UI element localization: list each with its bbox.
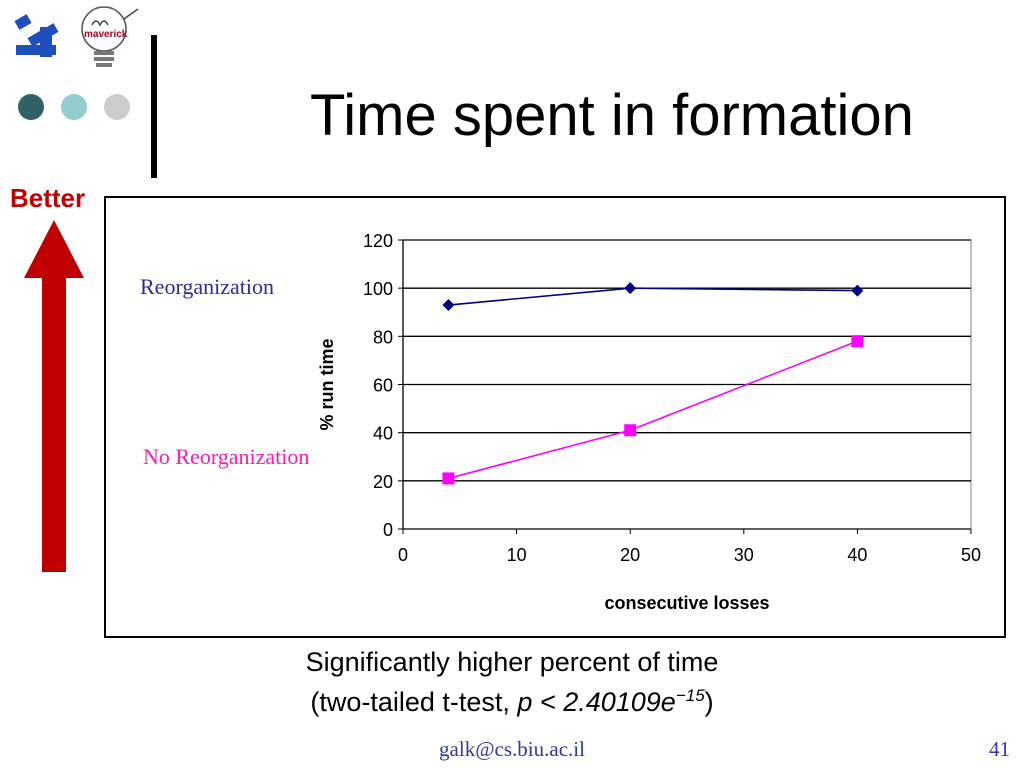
x-axis-title: consecutive losses (604, 593, 769, 613)
better-arrow-icon (24, 220, 84, 572)
line-chart: 0 20 40 60 80 100 120 0 10 20 30 40 50 consecutive lo… (317, 231, 981, 613)
series-label-reorganization: Reorganization (140, 274, 274, 299)
y-tick-label: 20 (373, 472, 393, 492)
caption-line-1: Significantly higher percent of time (305, 647, 719, 677)
x-tick-label: 30 (734, 545, 754, 565)
caption-formula: p < 2.40109e (517, 687, 676, 717)
decor-dot-dark (18, 94, 44, 120)
caption-exponent: −15 (675, 686, 705, 705)
x-tick-label: 0 (398, 545, 408, 565)
data-point-square (851, 335, 864, 348)
y-axis-title: % run time (317, 338, 337, 430)
logos: maverick (10, 5, 150, 80)
y-tick-label: 120 (363, 231, 393, 251)
caption-suffix: ) (704, 687, 714, 717)
y-tick-label: 80 (373, 327, 393, 347)
slide-title: Time spent in formation (310, 83, 914, 148)
data-point-square (624, 424, 637, 437)
caption-prefix: (two-tailed t-test, (310, 687, 518, 717)
title-divider (151, 35, 157, 178)
maverick-logo-icon (81, 6, 139, 67)
footer-email: galk@cs.biu.ac.il (439, 737, 585, 761)
x-tick-label: 40 (847, 545, 867, 565)
x-tick-label: 20 (620, 545, 640, 565)
caption-line-2: (two-tailed t-test, p < 2.40109e−15) (0, 686, 1024, 718)
data-point-diamond (851, 284, 864, 297)
decor-dot-light (61, 94, 87, 120)
university-logo-icon (14, 14, 59, 57)
data-point-diamond (442, 299, 455, 312)
better-label: Better (10, 183, 86, 213)
x-tick-label: 50 (961, 545, 981, 565)
data-point-diamond (624, 282, 637, 295)
chart-frame: 0 20 40 60 80 100 120 0 10 20 30 40 50 consecutive lo… (104, 196, 1006, 638)
y-tick-label: 60 (373, 376, 393, 396)
data-point-square (442, 472, 455, 485)
series-label-no-reorganization: No Reorganization (143, 444, 310, 469)
y-tick-label: 100 (363, 279, 393, 299)
y-tick-label: 40 (373, 424, 393, 444)
y-tick-label: 0 (383, 520, 393, 540)
slide-number: 41 (989, 737, 1010, 761)
decor-dot-gray (104, 94, 130, 120)
x-tick-label: 10 (507, 545, 527, 565)
logo-text: maverick (84, 29, 128, 40)
